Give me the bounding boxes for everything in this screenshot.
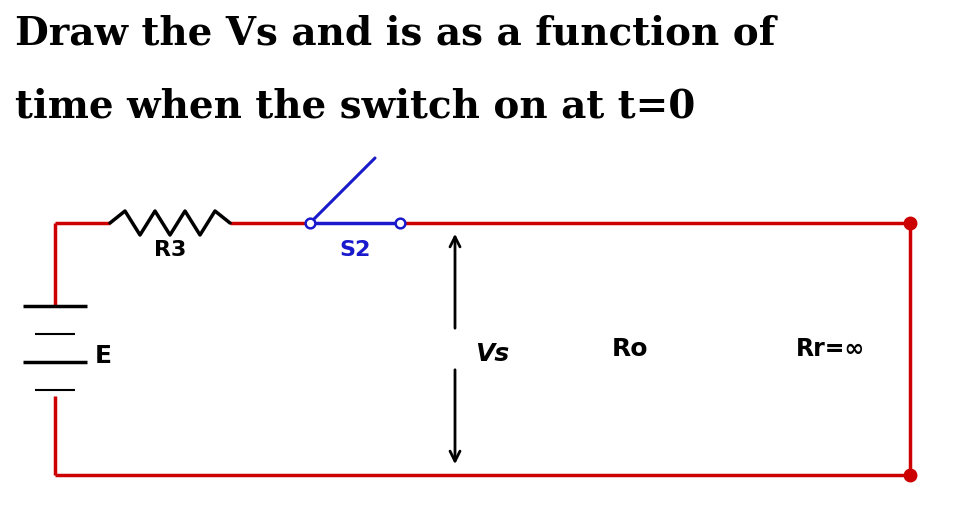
Text: Rr=∞: Rr=∞ bbox=[796, 337, 865, 361]
Text: S2: S2 bbox=[339, 240, 371, 260]
Text: E: E bbox=[95, 344, 112, 368]
Text: time when the switch on at t=0: time when the switch on at t=0 bbox=[15, 88, 695, 126]
Text: Draw the Vs and is as a function of: Draw the Vs and is as a function of bbox=[15, 15, 776, 53]
Text: R3: R3 bbox=[154, 240, 186, 260]
Text: Ro: Ro bbox=[612, 337, 648, 361]
Text: Vs: Vs bbox=[475, 342, 509, 366]
